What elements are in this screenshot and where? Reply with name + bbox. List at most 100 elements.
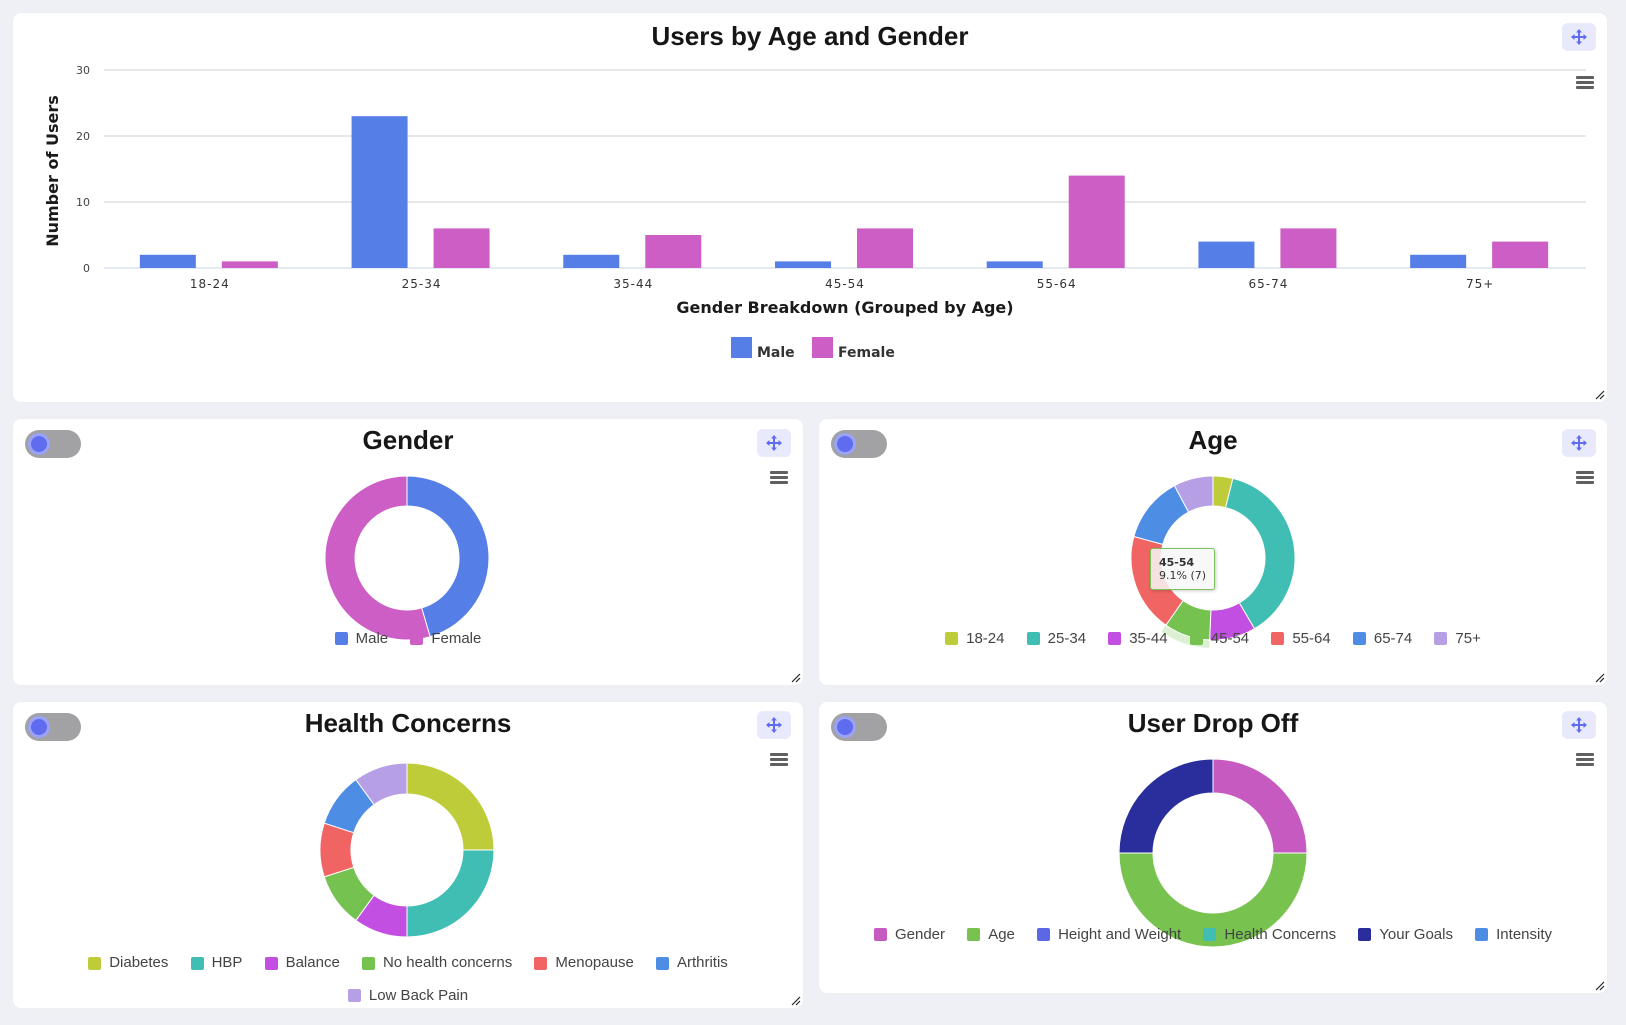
bar-male-18-24[interactable] — [139, 254, 196, 268]
y-tick-label: 10 — [76, 196, 90, 209]
legend-item[interactable]: Age — [967, 926, 1015, 943]
slice-25-34[interactable] — [1224, 477, 1296, 630]
bar-male-55-64[interactable] — [986, 261, 1043, 268]
legend-item[interactable]: 65-74 — [1352, 630, 1413, 647]
resize-handle-icon[interactable] — [1595, 390, 1605, 400]
resize-handle-icon[interactable] — [791, 996, 801, 1006]
move-button[interactable] — [1562, 429, 1596, 457]
legend-male-swatch[interactable] — [731, 337, 752, 358]
age-donut — [1130, 475, 1296, 648]
bar-male-25-34[interactable] — [351, 116, 408, 268]
slice-female[interactable] — [324, 475, 431, 641]
legend-item[interactable]: Low Back Pain — [347, 981, 468, 1011]
bar-male-45-54[interactable] — [775, 261, 831, 268]
legend-item[interactable]: HBP — [190, 948, 243, 978]
slice-diabetes[interactable] — [406, 762, 495, 851]
move-arrows-icon — [766, 435, 782, 451]
hamburger-menu-icon[interactable] — [770, 471, 788, 485]
age-tooltip: 45-54 9.1% (7) — [1150, 548, 1216, 590]
legend-item[interactable]: Balance — [264, 948, 340, 978]
hamburger-menu-icon[interactable] — [1576, 76, 1594, 90]
legend-item[interactable]: 45-54 — [1189, 630, 1249, 647]
legend-item[interactable]: Diabetes — [88, 948, 168, 978]
bar-female-25-34[interactable] — [433, 228, 490, 268]
y-axis-title: Number of Users — [43, 95, 62, 247]
move-button[interactable] — [757, 429, 791, 457]
slice-low-back-pain[interactable] — [355, 762, 408, 806]
x-tick-label: 35-44 — [613, 277, 653, 291]
bar-male-75+[interactable] — [1410, 254, 1467, 268]
legend-item[interactable]: Menopause — [534, 948, 634, 978]
slice-gender[interactable] — [1212, 758, 1308, 854]
slice-75-[interactable] — [1173, 475, 1214, 513]
legend-item[interactable]: 25-34 — [1026, 630, 1086, 647]
move-button[interactable] — [1562, 23, 1596, 51]
legend-item[interactable]: Gender — [873, 926, 946, 943]
resize-handle-icon[interactable] — [791, 673, 801, 683]
legend-female-swatch[interactable] — [812, 337, 833, 358]
legend-item[interactable]: Your Goals — [1358, 926, 1453, 943]
health-concerns-title: Health Concerns — [304, 708, 512, 738]
toggle-switch[interactable] — [25, 713, 81, 741]
legend-label: Arthritis — [676, 954, 728, 971]
legend-item[interactable]: 75+ — [1434, 630, 1481, 647]
legend-item[interactable]: Female — [410, 630, 481, 647]
legend-item[interactable]: Male — [334, 630, 389, 647]
legend-label: Female — [431, 630, 482, 647]
legend-label: Balance — [285, 954, 340, 971]
legend-label: Menopause — [555, 954, 634, 971]
toggle-knob-icon — [834, 433, 856, 455]
legend-label: Your Goals — [1379, 926, 1453, 943]
user-drop-off-card: User Drop Off Gender Age Height and Weig… — [819, 702, 1607, 993]
bar-male-35-44[interactable] — [563, 254, 620, 268]
bar-female-45-54[interactable] — [857, 228, 913, 268]
legend-label: Health Concerns — [1224, 926, 1337, 943]
bar-chart-svg: 0 10 20 30 18-24 25-34 35-44 45-54 55-64 65-74 75… — [43, 64, 1586, 361]
slice-male[interactable] — [406, 475, 490, 638]
legend-item[interactable]: Arthritis — [655, 948, 728, 978]
bar-chart-title: Users by Age and Gender — [651, 21, 969, 51]
slice-hbp[interactable] — [406, 849, 495, 938]
legend-label: Gender — [894, 926, 946, 943]
hamburger-menu-icon[interactable] — [1576, 471, 1594, 485]
toggle-switch[interactable] — [831, 430, 887, 458]
hamburger-menu-icon[interactable] — [770, 753, 788, 767]
x-tick-label: 25-34 — [402, 277, 442, 291]
x-tick-label: 45-54 — [825, 277, 865, 291]
legend-item[interactable]: 18-24 — [945, 630, 1005, 647]
legend-item[interactable]: Health Concerns — [1203, 926, 1336, 943]
bar-female-65-74[interactable] — [1280, 228, 1337, 268]
bar-female-75+[interactable] — [1492, 241, 1549, 268]
resize-handle-icon[interactable] — [1595, 981, 1605, 991]
toggle-knob-icon — [28, 433, 50, 455]
legend-item[interactable]: 35-44 — [1108, 630, 1168, 647]
legend-male-label[interactable]: Male — [757, 345, 795, 361]
legend-item[interactable]: 55-64 — [1271, 630, 1331, 647]
toggle-switch[interactable] — [831, 713, 887, 741]
move-button[interactable] — [1562, 711, 1596, 739]
slice-age[interactable] — [1118, 852, 1308, 948]
toggle-switch[interactable] — [25, 430, 81, 458]
legend-label: 35-44 — [1129, 630, 1168, 647]
hamburger-menu-icon[interactable] — [1576, 753, 1594, 767]
x-tick-label: 55-64 — [1037, 277, 1077, 291]
slice-your-goals[interactable] — [1118, 758, 1214, 854]
health-concerns-donut — [319, 762, 495, 938]
legend-female-label[interactable]: Female — [838, 345, 895, 361]
user-drop-off-legend: Gender Age Height and Weight Health Conc… — [819, 926, 1607, 945]
legend-item[interactable]: No health concerns — [361, 948, 512, 978]
move-button[interactable] — [757, 711, 791, 739]
legend-label: HBP — [211, 954, 243, 971]
bar-male-65-74[interactable] — [1198, 241, 1255, 268]
legend-label: 65-74 — [1373, 630, 1413, 647]
resize-handle-icon[interactable] — [1595, 673, 1605, 683]
age-title: Age — [1188, 425, 1238, 455]
legend-label: Male — [355, 630, 389, 647]
legend-item[interactable]: Height and Weight — [1037, 926, 1181, 943]
y-tick-label: 30 — [76, 64, 90, 77]
bar-female-18-24[interactable] — [221, 261, 278, 268]
legend-label: Age — [988, 926, 1015, 943]
bar-female-35-44[interactable] — [645, 235, 702, 268]
legend-item[interactable]: Intensity — [1475, 926, 1552, 943]
bar-female-55-64[interactable] — [1068, 175, 1125, 268]
